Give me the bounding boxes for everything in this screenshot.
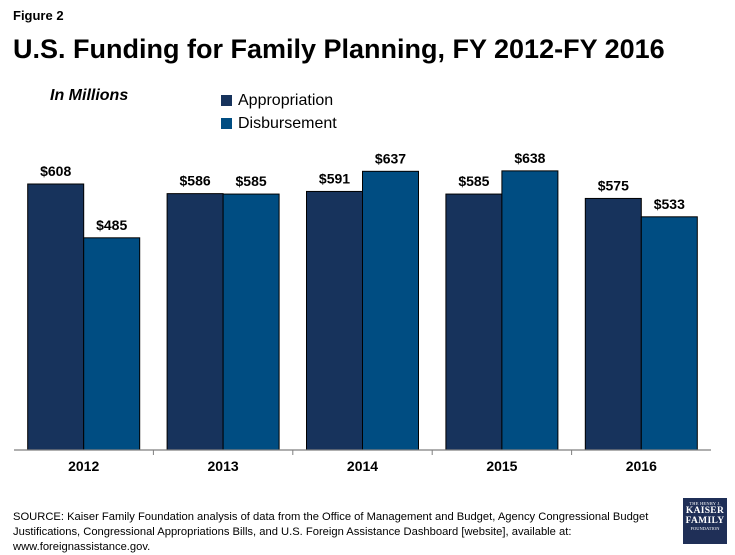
legend-label-disbursement: Disbursement	[238, 114, 337, 132]
bar-disbursement-2015	[501, 170, 559, 451]
legend-item-disbursement: Disbursement	[221, 112, 337, 135]
chart-legend: Appropriation Disbursement	[221, 89, 337, 135]
data-label-appropriation-2016: $575	[598, 177, 629, 193]
bar-disbursement-2016	[640, 216, 698, 451]
bar-appropriation-2016	[584, 197, 642, 451]
data-label-disbursement-2015: $638	[514, 150, 545, 166]
x-tick-label-2014: 2014	[347, 458, 378, 474]
legend-label-appropriation: Appropriation	[238, 91, 334, 109]
source-note: SOURCE: Kaiser Family Foundation analysi…	[13, 511, 649, 553]
data-label-disbursement-2016: $533	[654, 196, 685, 212]
x-tick-label-2015: 2015	[486, 458, 517, 474]
bar-disbursement-2013	[222, 193, 280, 451]
data-label-appropriation-2014: $591	[319, 170, 350, 186]
legend-item-appropriation: Appropriation	[221, 89, 337, 112]
x-tick-label-2013: 2013	[208, 458, 239, 474]
data-label-appropriation-2015: $585	[458, 173, 489, 189]
chart-title: U.S. Funding for Family Planning, FY 201…	[13, 34, 665, 64]
bar-appropriation-2013	[166, 193, 224, 451]
data-label-disbursement-2013: $585	[236, 173, 267, 189]
legend-swatch-disbursement	[221, 118, 232, 129]
figure-label: Figure 2	[13, 8, 64, 23]
bar-appropriation-2012	[27, 183, 85, 451]
legend-swatch-appropriation	[221, 95, 232, 106]
kff-logo: THE HENRY J. KAISER FAMILY FOUNDATION	[683, 498, 727, 544]
x-tick-label-2012: 2012	[68, 458, 99, 474]
bar-disbursement-2012	[83, 237, 141, 451]
data-label-disbursement-2014: $637	[375, 150, 406, 166]
data-label-appropriation-2012: $608	[40, 163, 71, 179]
data-label-appropriation-2013: $586	[180, 173, 211, 189]
x-tick-label-2016: 2016	[626, 458, 657, 474]
units-label: In Millions	[50, 87, 129, 104]
data-label-disbursement-2012: $485	[96, 217, 127, 233]
bar-appropriation-2015	[445, 193, 503, 451]
bar-chart: $608 $485 2012 $586 $585 2013 $591 $637 2014 $585…	[14, 150, 711, 474]
bar-disbursement-2014	[362, 170, 419, 451]
bar-appropriation-2014	[306, 190, 363, 451]
